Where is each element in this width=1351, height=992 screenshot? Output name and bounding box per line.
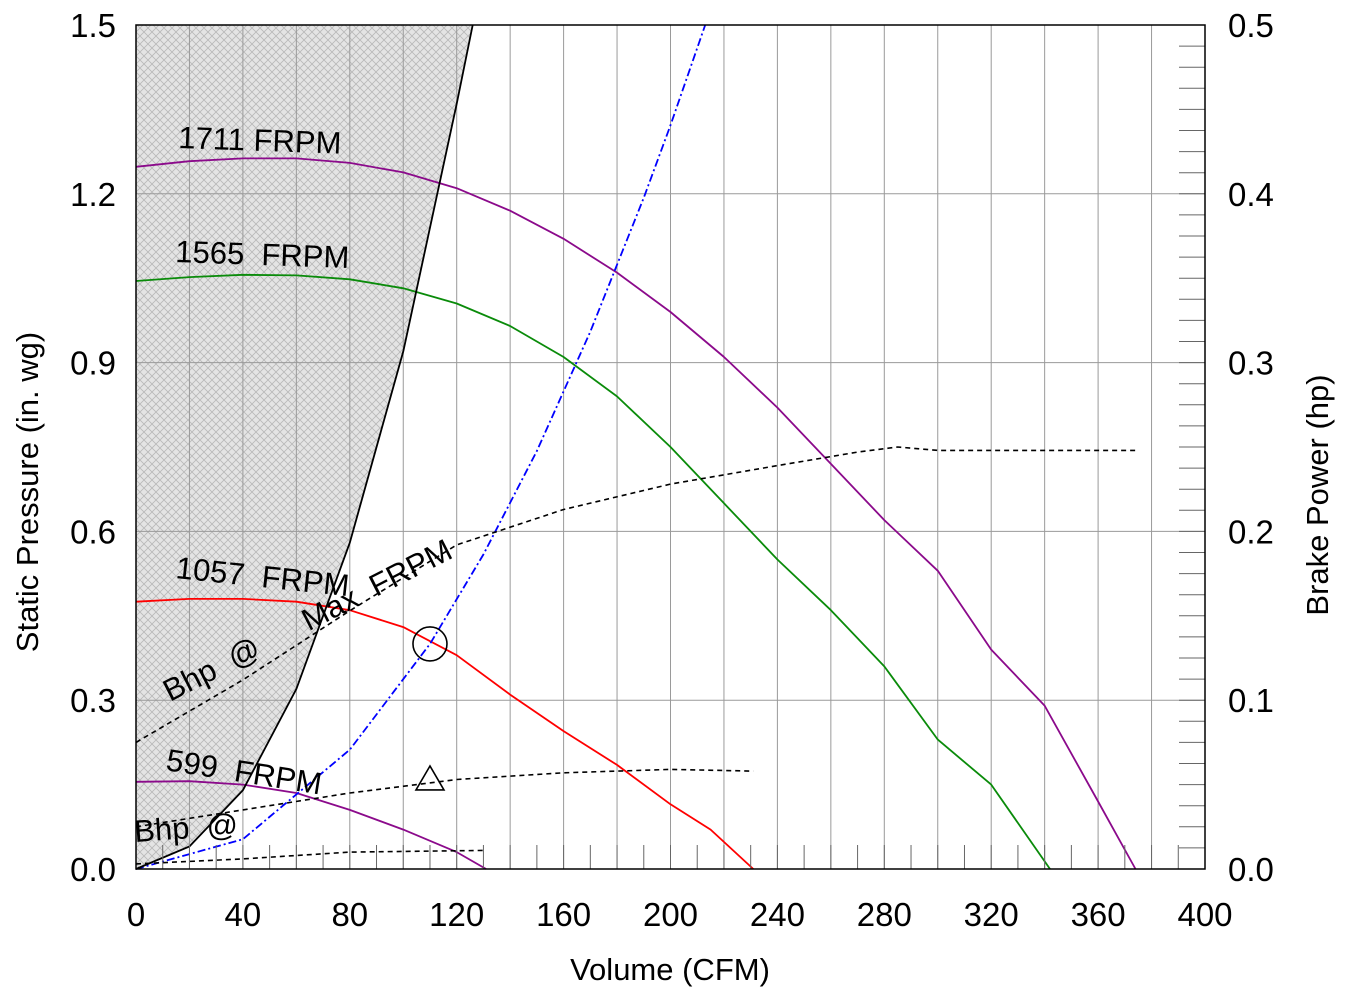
x-tick-label: 240 bbox=[750, 896, 805, 933]
x-axis-title: Volume (CFM) bbox=[570, 952, 770, 987]
y-tick-labels: 0.0 0.3 0.6 0.9 1.2 1.5 bbox=[70, 7, 116, 888]
curves bbox=[135, 24, 1137, 870]
x-tick-label: 280 bbox=[857, 896, 912, 933]
x-tick-label: 160 bbox=[536, 896, 591, 933]
operating-point-triangle bbox=[414, 764, 446, 791]
plot-frame bbox=[135, 24, 1206, 870]
y2-tick-label: 0.0 bbox=[1228, 851, 1274, 888]
stall-region bbox=[136, 25, 473, 869]
x-tick-label: 0 bbox=[127, 896, 145, 933]
y2-tick-labels: 0.0 0.1 0.2 0.3 0.4 0.5 bbox=[1228, 7, 1274, 888]
y2-tick-label: 0.2 bbox=[1228, 513, 1274, 550]
y-tick-label: 1.2 bbox=[70, 176, 116, 213]
x-tick-label: 320 bbox=[964, 896, 1019, 933]
x-tick-label: 120 bbox=[429, 896, 484, 933]
series-rpm-1565 bbox=[135, 273, 1051, 870]
series-rpm-599 bbox=[135, 780, 487, 870]
grid bbox=[136, 25, 1205, 869]
x-tick-label: 80 bbox=[331, 896, 368, 933]
label-1711-frpm: 1711 FRPM bbox=[178, 120, 342, 161]
y-tick-label: 1.5 bbox=[70, 7, 116, 44]
label-bhp-599: Bhp @ bbox=[133, 807, 239, 849]
y-tick-label: 0.3 bbox=[70, 682, 116, 719]
label-1565-frpm: 1565 FRPM bbox=[175, 234, 350, 275]
x-tick-label: 40 bbox=[225, 896, 262, 933]
y-axis-title: Static Pressure (in. wg) bbox=[10, 332, 45, 652]
y2-axis-title: Brake Power (hp) bbox=[1300, 374, 1335, 615]
y2-tick-label: 0.4 bbox=[1228, 176, 1274, 213]
y-tick-label: 0.6 bbox=[70, 513, 116, 550]
series-bhp-low bbox=[135, 849, 487, 865]
y2-tick-label: 0.3 bbox=[1228, 345, 1274, 382]
series-system-curve bbox=[135, 24, 707, 870]
series-bhp-max bbox=[135, 446, 1136, 744]
y-tick-label: 0.0 bbox=[70, 851, 116, 888]
operating-point-circle bbox=[412, 626, 448, 662]
series-rpm-1711 bbox=[135, 157, 1137, 870]
x-tick-label: 360 bbox=[1071, 896, 1126, 933]
x-tick-labels: 0 40 80 120 160 200 240 280 320 360 400 bbox=[127, 896, 1233, 933]
x-tick-label: 400 bbox=[1177, 896, 1232, 933]
y2-tick-label: 0.1 bbox=[1228, 682, 1274, 719]
series-rpm-1057 bbox=[135, 598, 754, 870]
y2-tick-label: 0.5 bbox=[1228, 7, 1274, 44]
x-tick-label: 200 bbox=[643, 896, 698, 933]
y-tick-label: 0.9 bbox=[70, 345, 116, 382]
series-bhp-599 bbox=[135, 768, 754, 828]
stall-boundary-line bbox=[135, 24, 474, 870]
